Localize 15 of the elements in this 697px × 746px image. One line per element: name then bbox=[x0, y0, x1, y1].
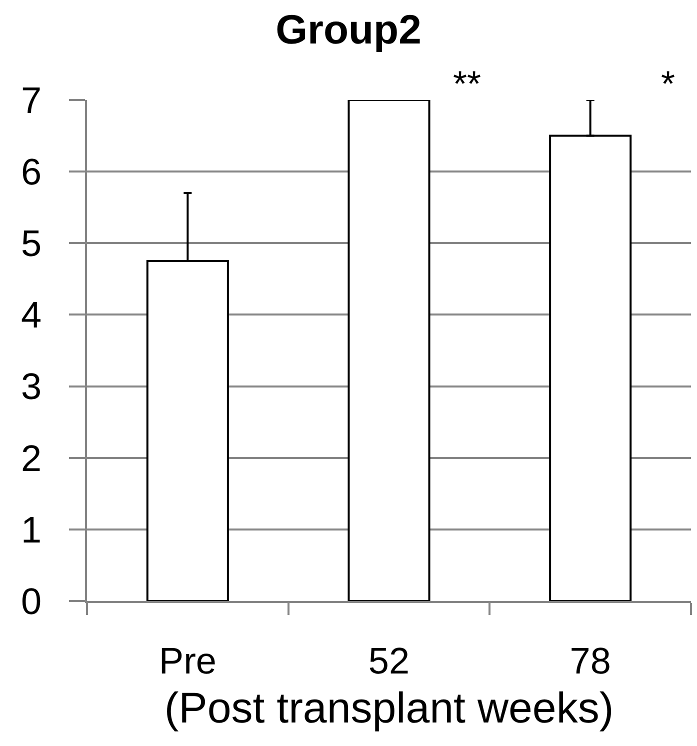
y-tick-label: 3 bbox=[21, 366, 42, 408]
y-tick-label: 7 bbox=[21, 80, 42, 121]
x-axis-title: (Post transplant weeks) bbox=[164, 684, 614, 732]
chart-title: Group2 bbox=[276, 6, 422, 52]
x-tick-label: 78 bbox=[570, 640, 611, 682]
x-tick-label: Pre bbox=[158, 640, 216, 682]
annotation: ** bbox=[453, 63, 482, 104]
y-tick-label: 0 bbox=[21, 580, 42, 622]
y-tick-label: 1 bbox=[21, 509, 42, 550]
y-tick-label: 2 bbox=[21, 438, 42, 479]
annotation: * bbox=[661, 63, 676, 104]
y-tick-label: 5 bbox=[21, 223, 42, 264]
x-tick-label: 52 bbox=[368, 640, 410, 682]
y-tick-label: 4 bbox=[21, 294, 42, 336]
y-tick-label: 6 bbox=[21, 152, 42, 193]
